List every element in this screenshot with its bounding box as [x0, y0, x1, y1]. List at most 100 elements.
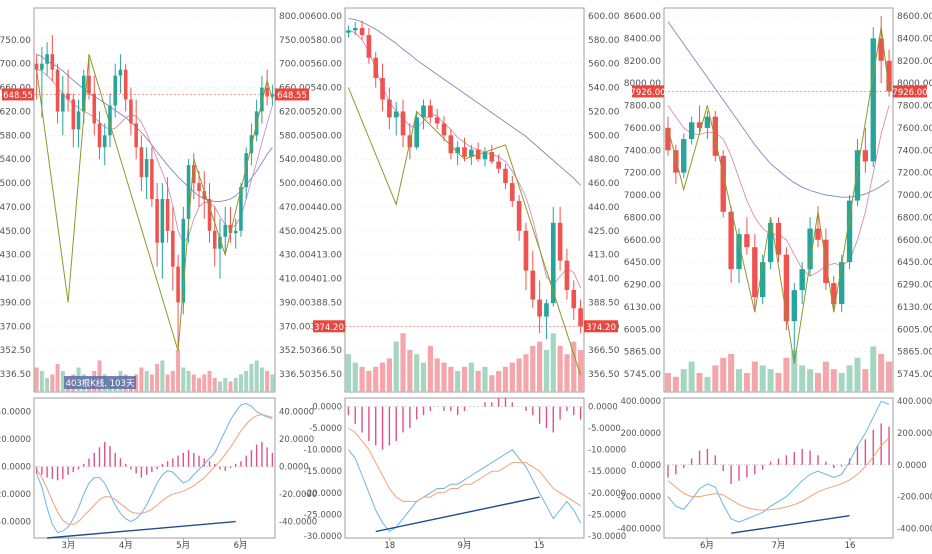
candle-body	[359, 27, 365, 36]
price-tick-label-right: 390.00	[279, 298, 311, 308]
candle-body	[55, 69, 60, 112]
macd-tick-label-right: -200.0000	[897, 493, 932, 503]
macd-tick-label-left: -10.0000	[304, 446, 342, 456]
volume-bar	[557, 345, 563, 392]
price-tick-label-right: 440.00	[588, 203, 620, 213]
candle-body	[550, 222, 556, 304]
price-tick-label-left: 540.00	[0, 155, 31, 165]
ma-short-line	[36, 69, 273, 244]
last-price-tag-left	[632, 85, 664, 98]
candle-body	[113, 75, 117, 106]
candle-body	[228, 224, 233, 234]
price-tick-label-right: 500.00	[279, 179, 311, 189]
last-price-label-right: 648.55	[277, 91, 307, 101]
volume-bar	[664, 373, 671, 392]
last-price-label-left: 7926.00	[630, 88, 665, 98]
volume-bar	[407, 350, 413, 392]
candle-body	[81, 75, 86, 112]
candle-body	[578, 308, 583, 327]
candle-body	[537, 299, 542, 317]
macd-tick-label-left: 0.0000	[1, 463, 31, 473]
price-tick-label-left: 6130.00	[624, 303, 661, 313]
candle-body	[160, 198, 165, 243]
volume-bar	[165, 374, 170, 392]
candle-body	[50, 54, 55, 70]
price-tick-label-right: 800.00	[279, 12, 311, 22]
price-tick-label-left: 500.00	[0, 179, 31, 189]
macd-tick-label-right: -10.0000	[588, 446, 626, 456]
candle-body	[704, 116, 711, 128]
x-axis-label: 4月	[119, 541, 133, 550]
volume-bar	[743, 373, 750, 392]
volume-bar	[191, 374, 196, 392]
candle-body	[123, 69, 128, 100]
x-axis-label: 15	[534, 541, 545, 550]
candle-body	[752, 247, 758, 298]
last-price-tag-left	[2, 88, 34, 101]
macd-tick-label-right: 200.0000	[897, 429, 932, 439]
macd-tick-label-left: -15.0000	[304, 467, 342, 477]
volume-bar	[212, 378, 217, 392]
candle-body	[265, 87, 269, 97]
volume-bar	[373, 366, 379, 392]
macd-tick-label-right: -20.0000	[279, 490, 317, 500]
price-tick-label-left: 620.00	[0, 107, 31, 117]
price-tick-label-right: 6600.00	[897, 236, 932, 246]
candle-body	[831, 283, 837, 305]
ma-long-line	[667, 21, 890, 198]
last-price-tag-right	[275, 88, 309, 101]
zigzag-line	[347, 87, 582, 376]
candle-body	[516, 200, 522, 231]
macd-tick-label-right: -40.0000	[279, 518, 317, 528]
macd-trendline	[47, 520, 236, 539]
volume-bar	[427, 345, 433, 392]
candle-body	[414, 117, 420, 148]
candle-body	[239, 187, 243, 231]
price-tick-label-right: 460.00	[588, 179, 620, 189]
candle-body	[807, 228, 813, 270]
price-tick-label-right: 410.00	[279, 275, 311, 285]
volume-bar	[886, 361, 893, 392]
last-price-label-left: 648.55	[3, 91, 33, 101]
candle-body	[270, 94, 275, 97]
price-tick-label-left: 6600.00	[624, 236, 661, 246]
candle-body	[366, 35, 372, 58]
volume-bar	[170, 371, 175, 392]
candle-body	[218, 236, 222, 249]
volume-bar	[712, 365, 719, 392]
volume-bar	[696, 373, 703, 392]
candle-body	[544, 303, 549, 317]
volume-bar	[830, 369, 837, 392]
candle-body	[783, 254, 790, 322]
price-tick-label-right: 700.00	[279, 60, 311, 70]
volume-bar	[704, 376, 711, 392]
candle-body	[496, 161, 501, 169]
candle-body	[665, 127, 671, 151]
macd-dea-line	[348, 427, 581, 507]
price-tick-label-left: 356.50	[311, 370, 343, 380]
volume-bar	[564, 354, 570, 392]
macd-tick-label-left: -40.0000	[0, 518, 31, 528]
candle-body	[34, 63, 39, 70]
price-tick-label-right: 7400.00	[897, 146, 932, 156]
ma-long-line	[36, 53, 273, 202]
candle-body	[482, 152, 488, 160]
price-tick-label-left: 7000.00	[624, 191, 661, 201]
volume-bar	[571, 341, 577, 392]
volume-bar	[186, 371, 191, 392]
candle-body	[244, 153, 248, 188]
zigzag-line	[36, 54, 273, 352]
volume-bar	[233, 378, 238, 392]
candle-body	[118, 69, 123, 76]
candle-body	[150, 159, 154, 199]
macd-dif-line	[667, 400, 890, 523]
candle-body	[40, 63, 44, 70]
price-tick-label-left: 5865.00	[624, 348, 661, 358]
price-tick-label-left: 430.00	[0, 251, 31, 261]
volume-bar	[217, 381, 222, 392]
price-tick-label-left: 440.00	[311, 203, 343, 213]
volume-bar	[720, 357, 727, 392]
macd-tick-label-right: 0.0000	[279, 463, 309, 473]
volume-bar	[475, 371, 481, 392]
